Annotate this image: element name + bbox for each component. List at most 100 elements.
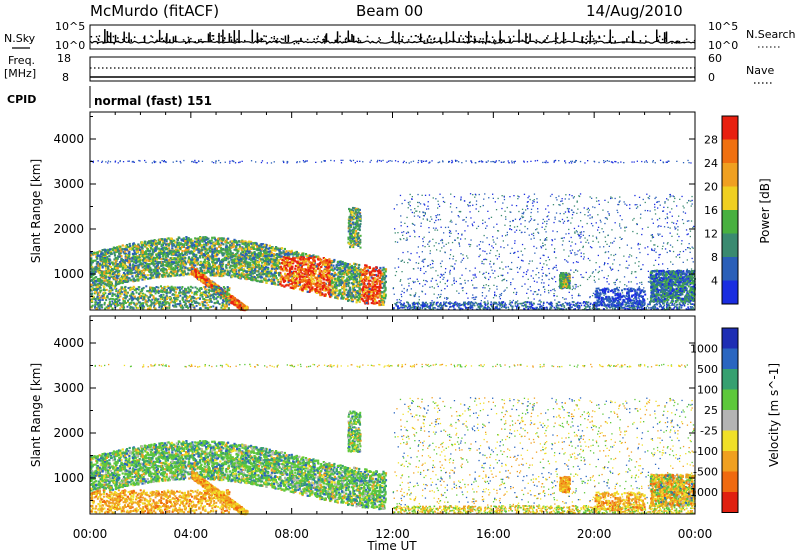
heatmap-cell (330, 266, 333, 269)
heatmap-cell (319, 280, 322, 283)
heatmap-cell (174, 266, 178, 269)
heatmap-cell (251, 260, 254, 263)
heatmap-cell (364, 276, 367, 279)
heatmap-cell (158, 275, 161, 278)
heatmap-cell (169, 275, 172, 278)
heatmap-cell (296, 264, 299, 267)
heatmap-cell (135, 279, 138, 282)
heatmap-cell (262, 249, 265, 252)
noise-search-dot (623, 41, 625, 44)
noise-search-dot (324, 36, 326, 38)
heatmap-cell (212, 242, 215, 245)
heatmap-cell (214, 250, 217, 253)
heatmap-cell (293, 275, 296, 278)
heatmap-cell (163, 253, 166, 256)
noise-search-dot (491, 36, 494, 38)
heatmap-cell (101, 252, 104, 255)
heatmap-cell (384, 286, 387, 289)
heatmap-cell (307, 276, 310, 279)
heatmap-cell (147, 241, 150, 244)
heatmap-cell (279, 255, 282, 258)
noise-search-dot (200, 38, 202, 41)
heatmap-cell (161, 264, 164, 267)
heatmap-cell (122, 271, 126, 275)
heatmap-cell (216, 267, 219, 271)
heatmap-cell (378, 280, 382, 283)
heatmap-cell (292, 257, 295, 260)
heatmap-cell (132, 280, 135, 283)
heatmap-cell (383, 292, 386, 295)
heatmap-cell (273, 278, 276, 281)
heatmap-cell (275, 267, 278, 270)
heatmap-cell (185, 237, 188, 240)
heatmap-cell (162, 257, 165, 260)
heatmap-cell (318, 257, 322, 260)
noise-search-dot (322, 38, 324, 41)
noise-search-dot (693, 39, 696, 42)
heatmap-cell (99, 255, 102, 258)
heatmap-cell (234, 258, 237, 261)
heatmap-cell (250, 246, 253, 249)
noise-search-dot (473, 41, 476, 44)
noise-search-dot (276, 40, 278, 43)
heatmap-cell (328, 276, 331, 280)
noise-search-dot (603, 35, 606, 37)
heatmap-cell (207, 241, 210, 244)
heatmap-cell (337, 294, 340, 297)
heatmap-cell (139, 276, 142, 279)
heatmap-cell (312, 268, 315, 271)
heatmap-cell (237, 248, 240, 251)
heatmap-cell (147, 277, 150, 280)
heatmap-cell (381, 291, 384, 294)
station-title: McMurdo (fitACF) (90, 2, 219, 20)
heatmap-cell (185, 246, 188, 250)
heatmap-cell (128, 242, 131, 246)
heatmap-cell (233, 241, 236, 244)
heatmap-cell (322, 257, 325, 260)
heatmap-cell (257, 255, 260, 258)
heatmap-cell (218, 245, 221, 248)
heatmap-cell (339, 281, 342, 284)
noise-search-dot (564, 38, 567, 41)
heatmap-cell (360, 278, 363, 281)
heatmap-cell (179, 253, 182, 256)
heatmap-cell (176, 243, 179, 246)
heatmap-cell (355, 301, 358, 304)
heatmap-cell (129, 267, 132, 270)
heatmap-cell (233, 248, 236, 251)
heatmap-cell (210, 270, 213, 273)
heatmap-cell (255, 248, 258, 251)
heatmap-cell (101, 266, 104, 269)
heatmap-cell (125, 248, 128, 251)
heatmap-cell (298, 275, 301, 278)
heatmap-cell (370, 297, 373, 300)
heatmap-cell (242, 247, 245, 250)
heatmap-cell (213, 263, 217, 266)
heatmap-cell (253, 276, 256, 279)
heatmap-cell (372, 279, 375, 282)
heatmap-cell (184, 266, 187, 269)
heatmap-cell (107, 269, 110, 272)
heatmap-cell (290, 249, 293, 252)
heatmap-cell (233, 262, 236, 265)
heatmap-cell (149, 277, 152, 280)
noise-search-dot (336, 37, 339, 40)
heatmap-cell (305, 288, 308, 291)
heatmap-cell (297, 265, 300, 269)
noise-search-dot (606, 41, 608, 44)
heatmap-cell (116, 263, 119, 266)
heatmap-cell (378, 300, 381, 303)
heatmap-cell (323, 260, 326, 263)
heatmap-cell (356, 269, 359, 272)
noise-search-dot (633, 40, 636, 43)
heatmap-cell (367, 266, 370, 269)
heatmap-cell (239, 252, 243, 255)
heatmap-cell (268, 271, 271, 274)
heatmap-cell (90, 271, 93, 274)
heatmap-cell (203, 240, 206, 243)
heatmap-cell (182, 245, 185, 248)
heatmap-cell (140, 245, 143, 248)
heatmap-cell (238, 240, 241, 243)
heatmap-cell (144, 245, 147, 248)
heatmap-cell (132, 266, 135, 269)
